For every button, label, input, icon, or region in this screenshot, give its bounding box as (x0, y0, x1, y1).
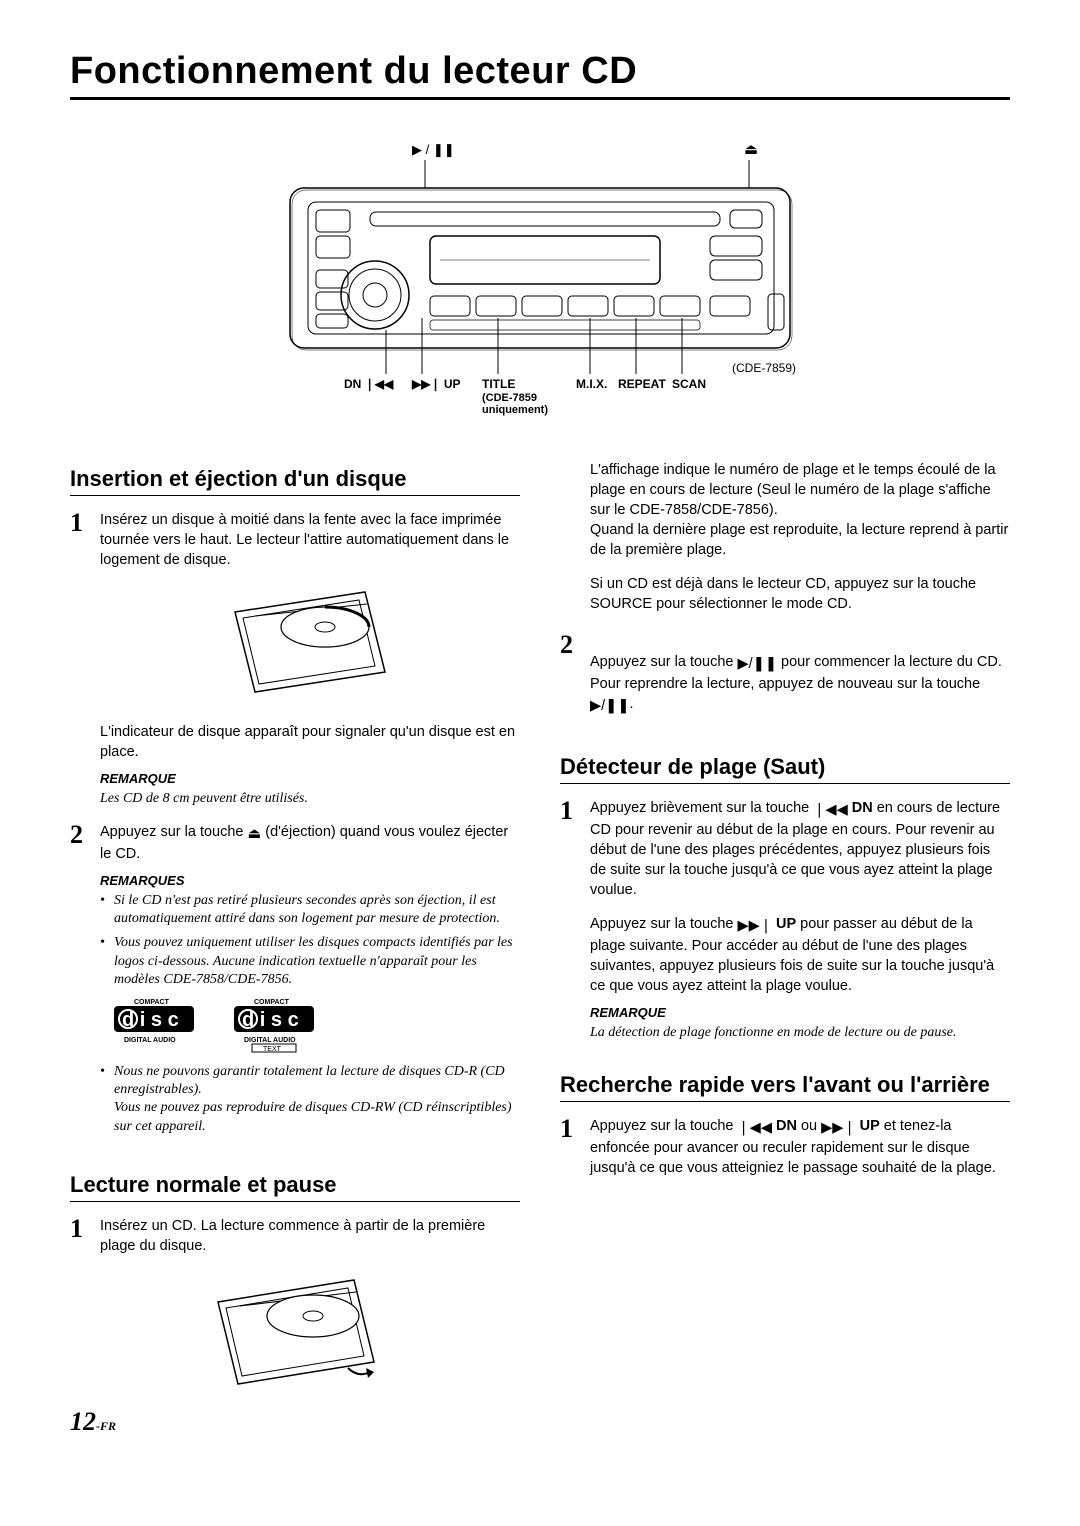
cd-unit-illustration: ▶ / ❚❚ ⏏ (230, 140, 850, 420)
disc-insert-illustration (100, 582, 520, 708)
step-text: Insérez un disque à moitié dans la fente… (100, 510, 520, 808)
list-item: Vous pouvez uniquement utiliser les disq… (100, 934, 520, 989)
step-row: 2 Appuyez sur la touche ▶/❚❚ pour commen… (560, 632, 1010, 724)
section-track-detector: Détecteur de plage (Saut) (560, 754, 1010, 784)
paragraph: Appuyez sur la touche ⏏ (d'éjection) qua… (100, 822, 520, 864)
compact-disc-text-logo: COMPACT d i s c DIGITAL AUDIO TEXT (234, 995, 314, 1053)
list-item: Nous ne pouvons garantir totalement la l… (100, 1063, 520, 1136)
step-row: 1 Insérez un CD. La lecture commence à p… (70, 1216, 520, 1418)
step-number: 1 (70, 510, 90, 536)
paragraph: L'indicateur de disque apparaît pour sig… (100, 722, 520, 762)
svg-text:TEXT: TEXT (263, 1046, 282, 1053)
svg-text:SCAN: SCAN (672, 377, 706, 391)
note-text: Les CD de 8 cm peuvent être utilisés. (100, 790, 520, 808)
list-item: Si le CD n'est pas retiré plusieurs seco… (100, 892, 520, 928)
step-row: 2 Appuyez sur la touche ⏏ (d'éjection) q… (70, 822, 520, 1142)
paragraph: Insérez un CD. La lecture commence à par… (100, 1216, 520, 1256)
step-number: 1 (70, 1216, 90, 1242)
svg-text:DN ❘◀◀: DN ❘◀◀ (344, 377, 394, 392)
model-label: (CDE-7859) (732, 361, 796, 375)
section-insert-eject: Insertion et éjection d'un disque (70, 466, 520, 496)
section-play-pause: Lecture normale et pause (70, 1172, 520, 1202)
page-title: Fonctionnement du lecteur CD (70, 50, 1010, 100)
step-row: 1 Appuyez sur la touche ❘◀◀ DN ou ▶▶❘ UP… (560, 1116, 1010, 1186)
note-label: REMARQUES (100, 872, 520, 890)
paragraph: Insérez un disque à moitié dans la fente… (100, 510, 520, 570)
svg-text:COMPACT: COMPACT (134, 999, 170, 1006)
eject-label: ⏏ (744, 141, 758, 158)
section-fast-search: Recherche rapide vers l'avant ou l'arriè… (560, 1072, 1010, 1102)
svg-text:M.I.X.: M.I.X. (576, 377, 607, 391)
step-number: 1 (560, 798, 580, 824)
paragraph: L'affichage indique le numéro de plage e… (590, 460, 1010, 560)
note-label: REMARQUE (100, 770, 520, 788)
step-text: Appuyez sur la touche ⏏ (d'éjection) qua… (100, 822, 520, 1142)
play-pause-icon: ▶/❚❚ (738, 654, 777, 674)
svg-text:(CDE-7859: (CDE-7859 (482, 392, 537, 404)
next-track-icon: ▶▶❘ (738, 916, 772, 936)
next-track-icon: ▶▶❘ (821, 1118, 855, 1138)
play-pause-icon: ▶/❚❚ (590, 696, 629, 716)
notes-list: Nous ne pouvons garantir totalement la l… (100, 1063, 520, 1136)
step-text: Appuyez sur la touche ❘◀◀ DN ou ▶▶❘ UP e… (590, 1116, 1010, 1186)
svg-text:TITLE: TITLE (482, 377, 515, 391)
step-text: Appuyez sur la touche ▶/❚❚ pour commence… (590, 632, 1010, 724)
step-number: 2 (70, 822, 90, 848)
paragraph: Appuyez sur la touche ▶/❚❚ pour commence… (590, 632, 1010, 716)
prev-track-icon: ❘◀◀ (738, 1118, 772, 1138)
svg-text:REPEAT: REPEAT (618, 377, 666, 391)
right-column: L'affichage indique le numéro de plage e… (560, 460, 1010, 1432)
svg-text:DIGITAL AUDIO: DIGITAL AUDIO (244, 1037, 296, 1044)
unit-diagram: ▶ / ❚❚ ⏏ (70, 140, 1010, 425)
svg-text:DIGITAL AUDIO: DIGITAL AUDIO (124, 1037, 176, 1044)
step-row: 1 Appuyez brièvement sur la touche ❘◀◀ D… (560, 798, 1010, 1042)
step-number: 2 (560, 632, 580, 658)
cd-logos: COMPACT d i s c DIGITAL AUDIO COMPACT d … (114, 995, 520, 1053)
prev-track-icon: ❘◀◀ (813, 800, 847, 820)
step-text: Appuyez brièvement sur la touche ❘◀◀ DN … (590, 798, 1010, 1042)
notes-list: Si le CD n'est pas retiré plusieurs seco… (100, 892, 520, 989)
play-pause-label: ▶ / ❚❚ (412, 142, 455, 158)
paragraph: Appuyez sur la touche ▶▶❘ UP pour passer… (590, 914, 1010, 996)
svg-text:COMPACT: COMPACT (254, 999, 290, 1006)
eject-icon: ⏏ (248, 824, 262, 844)
paragraph: Appuyez brièvement sur la touche ❘◀◀ DN … (590, 798, 1010, 900)
paragraph: Si un CD est déjà dans le lecteur CD, ap… (590, 574, 1010, 614)
svg-text:▶▶❘ UP: ▶▶❘ UP (411, 377, 461, 392)
page-number: 12-FR (70, 1407, 116, 1437)
disc-insert-illustration-2 (88, 1268, 508, 1404)
step-number: 1 (560, 1116, 580, 1142)
compact-disc-logo: COMPACT d i s c DIGITAL AUDIO (114, 995, 194, 1045)
step-row: 1 Insérez un disque à moitié dans la fen… (70, 510, 520, 808)
note-text: La détection de plage fonctionne en mode… (590, 1024, 1010, 1042)
note-label: REMARQUE (590, 1004, 1010, 1022)
left-column: Insertion et éjection d'un disque 1 Insé… (70, 460, 520, 1432)
content-columns: Insertion et éjection d'un disque 1 Insé… (70, 460, 1010, 1432)
paragraph: Appuyez sur la touche ❘◀◀ DN ou ▶▶❘ UP e… (590, 1116, 1010, 1178)
step-text: Insérez un CD. La lecture commence à par… (100, 1216, 520, 1418)
svg-text:uniquement): uniquement) (482, 404, 548, 416)
